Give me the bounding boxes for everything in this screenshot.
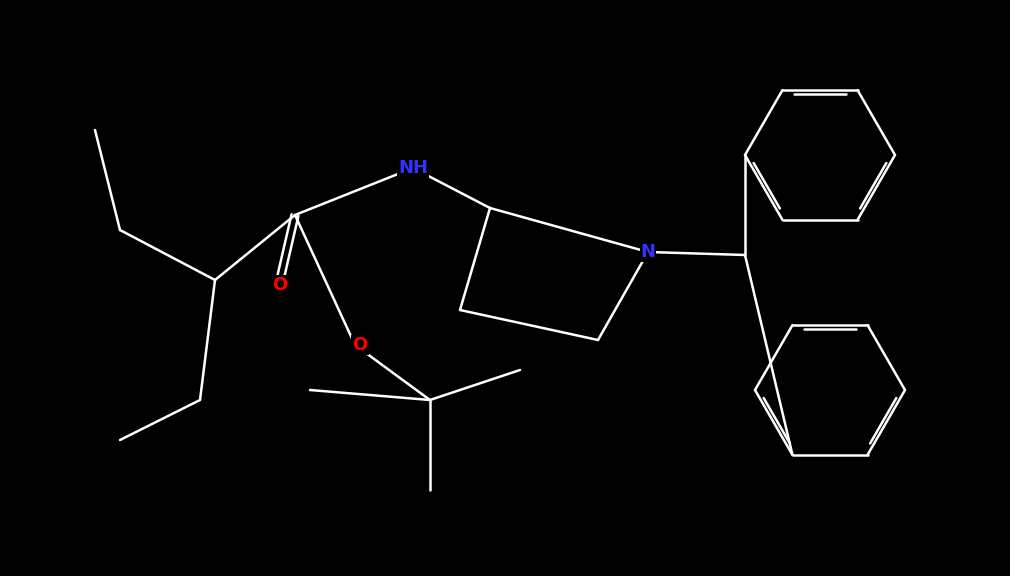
Text: O: O	[273, 276, 288, 294]
Text: N: N	[640, 243, 655, 261]
Text: O: O	[352, 336, 368, 354]
Text: NH: NH	[398, 159, 428, 177]
